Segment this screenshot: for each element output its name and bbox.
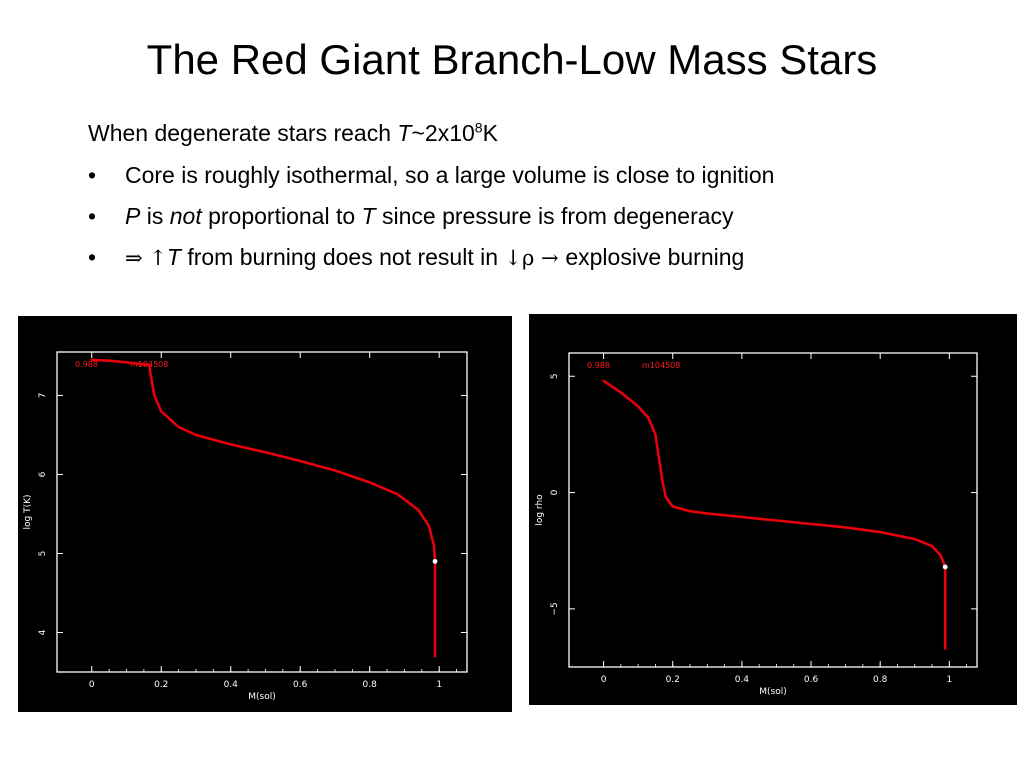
x-tick-label: 0	[89, 680, 95, 690]
bullet-dot: •	[88, 162, 97, 188]
x-tick-label: 0.6	[804, 675, 819, 685]
x-tick-label: 0.6	[293, 680, 308, 690]
annotation-mass: 0.988	[75, 360, 98, 369]
slide-title: The Red Giant Branch-Low Mass Stars	[146, 36, 878, 83]
bullet-2-part-b: proportional to	[201, 203, 362, 229]
y-tick-label: −5	[550, 602, 560, 615]
bullet-3-text: ⇒ ↑T from burning does not result in ↓ρ …	[125, 242, 744, 273]
annotation-mass: 0.988	[587, 361, 610, 370]
intro-text-b: ~2x10	[411, 120, 475, 146]
intro-text-a: When degenerate stars reach	[88, 120, 398, 146]
x-tick-label: 1	[946, 675, 952, 685]
profile-curve	[90, 358, 437, 658]
y-axis-label: log T(K)	[23, 494, 33, 529]
x-tick-label: 0.8	[363, 680, 378, 690]
bullet-2-text: P is not proportional to T since pressur…	[125, 201, 734, 231]
down-arrow-icon: ↓	[504, 246, 523, 270]
profile-curve	[602, 379, 947, 650]
implies-symbol: ⇒	[125, 246, 150, 270]
var-t: T	[166, 244, 181, 270]
var-t: T	[361, 203, 376, 229]
right-arrow-icon: →	[534, 246, 566, 270]
x-axis-label: M(sol)	[759, 687, 786, 697]
bullet-dot: •	[88, 244, 97, 270]
x-tick-label: 0.2	[154, 680, 168, 690]
bullet-2-part-a: is	[140, 203, 170, 229]
density-profile-chart: 0 0.2 0.4 0.6 0.8 1 5 0 −5 M(sol) log rho 0.988 m104…	[535, 352, 978, 697]
plot-frame	[56, 351, 468, 673]
up-arrow-icon: ↑	[149, 246, 167, 270]
intro-line: When degenerate stars reach T~2x108K	[88, 118, 498, 148]
rho-symbol: ρ	[522, 246, 535, 270]
x-axis-label: M(sol)	[248, 692, 275, 702]
bullet-dot: •	[88, 203, 97, 229]
intro-text-c: K	[482, 120, 498, 146]
y-tick-label: 7	[38, 393, 48, 399]
var-p: P	[125, 203, 141, 229]
x-tick-label: 0	[601, 675, 607, 685]
x-tick-label: 0.8	[873, 675, 888, 685]
plot-frame	[568, 352, 978, 668]
x-tick-label: 0.4	[735, 675, 750, 685]
annotation-model: m104508	[642, 361, 680, 370]
x-tick-label: 0.2	[666, 675, 680, 685]
y-tick-label: 0	[550, 489, 560, 495]
y-axis-label: log rho	[535, 494, 545, 526]
y-tick-label: 6	[38, 471, 48, 477]
intro-var-t: T	[397, 120, 412, 146]
y-tick-label: 5	[550, 373, 560, 379]
bullet-1-text: Core is roughly isothermal, so a large v…	[125, 162, 775, 188]
temperature-plot-panel: 0 0.2 0.4 0.6 0.8 1 4 5 6 7 M(sol) log T(K) 0.988 m10…	[18, 316, 512, 712]
y-tick-label: 5	[38, 551, 48, 557]
bullet-3-part-a: from burning does not result in	[180, 244, 505, 270]
bullet-3-part-b: explosive burning	[565, 244, 745, 270]
current-point-marker	[432, 558, 438, 564]
current-point-marker	[942, 564, 948, 570]
x-tick-label: 1	[436, 680, 442, 690]
y-tick-label: 4	[38, 629, 48, 635]
density-plot-panel: 0 0.2 0.4 0.6 0.8 1 5 0 −5 M(sol) log rho 0.988 m104…	[529, 314, 1017, 705]
emph-not: not	[169, 203, 202, 229]
x-tick-label: 0.4	[224, 680, 239, 690]
intro-exponent: 8	[474, 119, 483, 136]
bullet-2-part-c: since pressure is from degeneracy	[375, 203, 734, 229]
